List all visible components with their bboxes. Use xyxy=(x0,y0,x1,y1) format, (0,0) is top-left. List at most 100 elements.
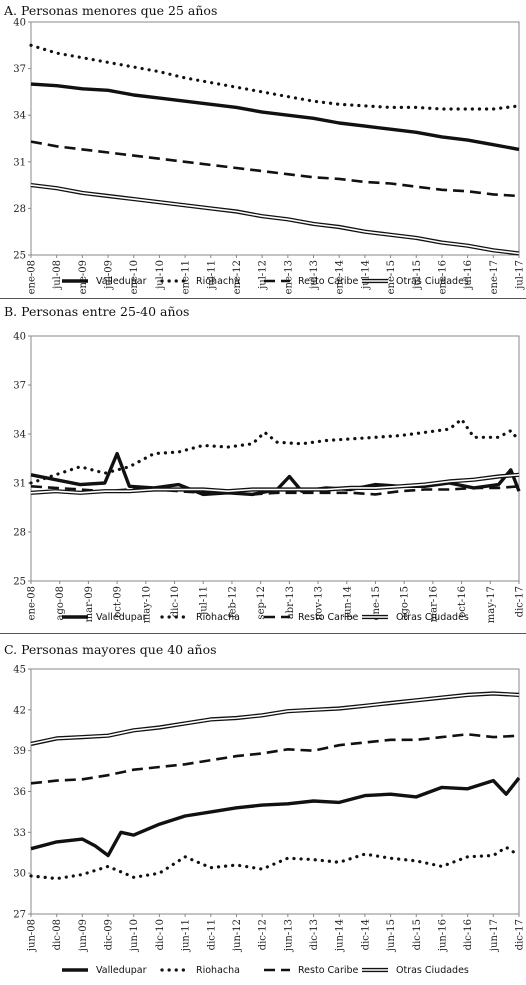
chart-c: 27 30 33 36 39 42 45 jun-08 dic-08 jun-09 dic-09 ju… xyxy=(13,665,526,953)
chart-title: B. Personas entre 25-40 años xyxy=(4,304,190,319)
x-tick-label: jun-09 xyxy=(78,919,89,952)
plot-area xyxy=(30,668,520,915)
x-tick-label: jun-17 xyxy=(489,919,500,952)
y-tick-label: 40 xyxy=(13,332,26,343)
y-tick-label: 34 xyxy=(13,111,26,122)
y-tick-label: 30 xyxy=(13,869,26,880)
x-tick-label: jun-13 xyxy=(283,919,294,952)
y-tick-label: 31 xyxy=(13,157,26,168)
x-tick-label: dic-11 xyxy=(206,919,217,950)
x-tick-label: ene-14 xyxy=(335,260,346,294)
y-tick-label: 42 xyxy=(13,705,26,716)
panel-a: A. Personas menores que 25 años xyxy=(0,0,526,300)
x-tick-label: oct-16 xyxy=(457,586,468,618)
x-tick-label: ene-16 xyxy=(437,260,448,294)
legend-swatch xyxy=(160,615,190,619)
x-tick-label: dic-10 xyxy=(155,919,166,950)
plot-area xyxy=(30,21,520,256)
x-tick-label: ene-09 xyxy=(78,260,89,294)
x-tick-label: jun-12 xyxy=(232,919,243,952)
x-tick-label: ene-10 xyxy=(129,260,140,294)
legend-item: Riohacha xyxy=(160,962,240,978)
x-tick-label: ene-17 xyxy=(489,260,500,294)
legend-item: Valledupar xyxy=(60,609,147,625)
legend-label: Valledupar xyxy=(96,611,147,623)
legend-swatch xyxy=(62,279,88,283)
x-tick-label: ene-12 xyxy=(232,260,243,294)
legend-b: Valledupar Riohacha Resto Caribe Otras Ciud… xyxy=(0,609,526,625)
legend-swatch xyxy=(362,967,388,973)
series-line-resto-caribe xyxy=(30,485,520,496)
y-tick-label: 37 xyxy=(13,381,26,392)
legend-label: Riohacha xyxy=(196,964,240,976)
series-line-otras-ciudades-inner xyxy=(30,474,520,494)
x-tick-label: jul-08 xyxy=(52,260,63,290)
legend-label: Resto Caribe xyxy=(298,275,359,287)
x-tick-label: jul-17 xyxy=(515,260,526,290)
x-tick-label: dic-17 xyxy=(515,586,526,617)
x-tick-label: ago-08 xyxy=(55,586,66,621)
x-tick-label: dic-12 xyxy=(258,919,269,950)
series-line-resto-caribe xyxy=(30,732,520,785)
divider xyxy=(0,298,526,299)
y-tick-label: 37 xyxy=(13,64,26,75)
series-line-riohacha xyxy=(29,416,521,485)
series-line-otras-ciudades-inner xyxy=(30,184,520,255)
x-tick-label: ene-08 xyxy=(27,586,38,620)
x-tick-label: dic-09 xyxy=(104,919,115,950)
legend-swatch xyxy=(160,968,190,972)
x-tick-label: dic-14 xyxy=(360,919,371,950)
divider xyxy=(0,633,526,634)
y-tick-label: 31 xyxy=(13,479,26,490)
x-tick-label: jun-11 xyxy=(181,919,192,952)
series-line-riohacha xyxy=(29,845,521,881)
x-tick-label: nov-13 xyxy=(314,586,325,620)
x-tick-label: jul-10 xyxy=(155,260,166,290)
legend-a: Valledupar Riohacha Resto Caribe Otras Ciud… xyxy=(0,273,526,289)
x-tick-label: ene-15 xyxy=(371,586,382,620)
legend-item: Otras Ciudades xyxy=(360,609,469,625)
series-line-otras-ciudades-inner xyxy=(30,692,520,745)
legend-label: Otras Ciudades xyxy=(396,611,469,623)
legend-label: Valledupar xyxy=(96,964,147,976)
y-tick-label: 34 xyxy=(13,430,26,441)
x-tick-label: ago-15 xyxy=(400,586,411,621)
x-tick-label: may-17 xyxy=(486,586,497,623)
x-tick-label: dic-17 xyxy=(515,919,526,950)
chart-title: A. Personas menores que 25 años xyxy=(4,3,218,18)
legend-label: Resto Caribe xyxy=(298,611,359,623)
series-line-valledupar xyxy=(30,776,521,858)
legend-item: Resto Caribe xyxy=(262,273,358,289)
series-line-valledupar xyxy=(30,451,521,497)
x-tick-label: mar-16 xyxy=(428,586,439,622)
panel-c: C. Personas mayores que 40 años xyxy=(0,635,526,985)
x-tick-label: dic-13 xyxy=(309,919,320,950)
y-tick-label: 28 xyxy=(13,528,26,539)
x-tick-label: may-10 xyxy=(141,586,152,623)
legend-label: Valledupar xyxy=(96,275,147,287)
legend-label: Otras Ciudades xyxy=(396,275,469,287)
x-tick-label: jul-15 xyxy=(412,260,423,290)
legend-item: Valledupar xyxy=(60,962,147,978)
x-tick-label: mar-09 xyxy=(84,586,95,622)
plot-area xyxy=(30,335,520,582)
legend-item: Resto Caribe xyxy=(262,609,358,625)
chart-b: 25 28 31 34 37 40 ene-08 ago-08 mar-09 oct-09 may-… xyxy=(13,332,526,624)
x-tick-label: dic-16 xyxy=(463,919,474,950)
legend-swatch xyxy=(264,968,290,972)
series-line-resto-caribe xyxy=(30,140,520,198)
x-tick-label: dic-08 xyxy=(52,919,63,950)
y-tick-label: 36 xyxy=(13,787,26,798)
y-tick-label: 25 xyxy=(13,251,26,262)
x-tick-label: feb-12 xyxy=(227,586,238,618)
panel-b: B. Personas entre 25-40 años xyxy=(0,300,526,610)
y-tick-label: 28 xyxy=(13,204,26,215)
x-tick-label: jul-14 xyxy=(360,260,371,290)
chart-a: 25 28 31 34 37 40 ene-08 jul-08 ene-09 jul-09 ene-… xyxy=(13,18,526,295)
x-tick-label: jul-09 xyxy=(104,260,115,290)
y-tick-label: 27 xyxy=(13,910,26,921)
legend-item: Valledupar xyxy=(60,273,147,289)
legend-swatch xyxy=(362,278,388,284)
x-tick-label: oct-09 xyxy=(113,586,124,618)
legend-swatch xyxy=(62,615,88,619)
